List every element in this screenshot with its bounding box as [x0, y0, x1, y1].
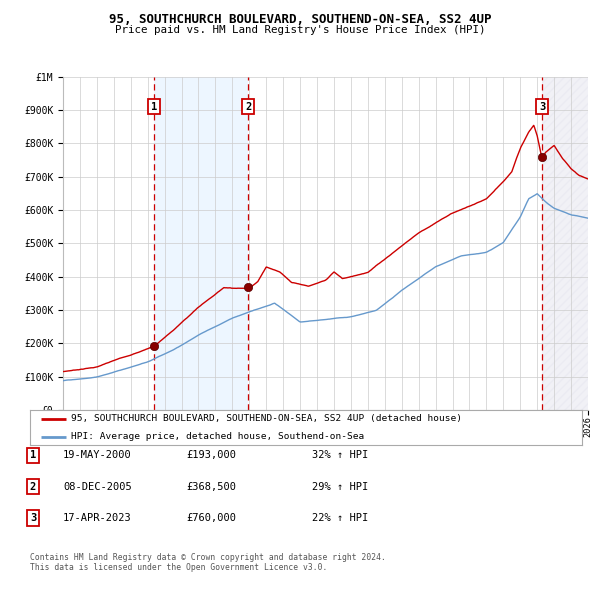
Text: 1: 1	[151, 101, 157, 112]
Text: £760,000: £760,000	[186, 513, 236, 523]
Text: HPI: Average price, detached house, Southend-on-Sea: HPI: Average price, detached house, Sout…	[71, 432, 365, 441]
Text: 2: 2	[30, 482, 36, 491]
Text: Contains HM Land Registry data © Crown copyright and database right 2024.: Contains HM Land Registry data © Crown c…	[30, 553, 386, 562]
Text: 95, SOUTHCHURCH BOULEVARD, SOUTHEND-ON-SEA, SS2 4UP: 95, SOUTHCHURCH BOULEVARD, SOUTHEND-ON-S…	[109, 13, 491, 26]
Text: This data is licensed under the Open Government Licence v3.0.: This data is licensed under the Open Gov…	[30, 563, 328, 572]
Text: 19-MAY-2000: 19-MAY-2000	[63, 451, 132, 460]
Text: 29% ↑ HPI: 29% ↑ HPI	[312, 482, 368, 491]
Text: Price paid vs. HM Land Registry's House Price Index (HPI): Price paid vs. HM Land Registry's House …	[115, 25, 485, 35]
Text: 32% ↑ HPI: 32% ↑ HPI	[312, 451, 368, 460]
Text: 95, SOUTHCHURCH BOULEVARD, SOUTHEND-ON-SEA, SS2 4UP (detached house): 95, SOUTHCHURCH BOULEVARD, SOUTHEND-ON-S…	[71, 414, 463, 424]
Text: 1: 1	[30, 451, 36, 460]
Text: 08-DEC-2005: 08-DEC-2005	[63, 482, 132, 491]
Text: £193,000: £193,000	[186, 451, 236, 460]
Text: 3: 3	[539, 101, 545, 112]
Bar	[542, 77, 588, 410]
Text: 2: 2	[245, 101, 251, 112]
Text: 17-APR-2023: 17-APR-2023	[63, 513, 132, 523]
Bar	[154, 77, 248, 410]
Text: £368,500: £368,500	[186, 482, 236, 491]
Text: 22% ↑ HPI: 22% ↑ HPI	[312, 513, 368, 523]
Text: 3: 3	[30, 513, 36, 523]
